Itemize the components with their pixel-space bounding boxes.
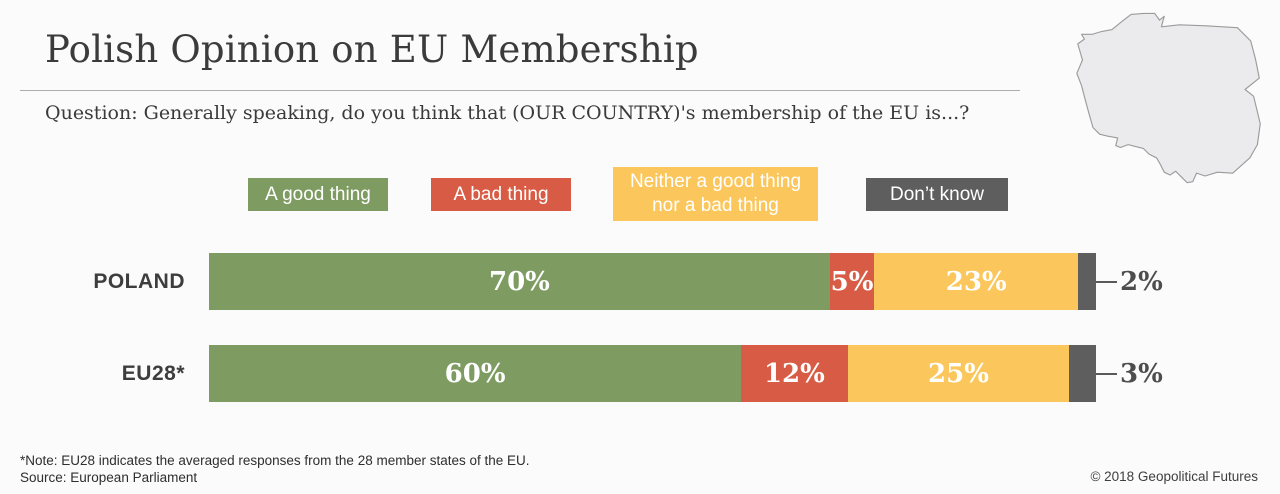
stacked-bar: 70% 5% 23% xyxy=(209,253,1096,310)
legend-item-good-thing: A good thing xyxy=(248,178,388,211)
outside-value-label: 2% xyxy=(1120,266,1163,297)
legend-item-dont-know: Don’t know xyxy=(866,178,1008,211)
bar-value-label: 25% xyxy=(928,358,989,389)
stacked-bar: 60% 12% 25% xyxy=(209,345,1096,402)
bar-value-label: 5% xyxy=(830,266,874,297)
page-title: Polish Opinion on EU Membership xyxy=(45,28,699,71)
bar-segment-don-t-know xyxy=(1069,345,1096,402)
copyright-text: © 2018 Geopolitical Futures xyxy=(1090,469,1258,484)
footnote: *Note: EU28 indicates the averaged respo… xyxy=(20,453,530,468)
bar-segment-a-bad-thing: 12% xyxy=(741,345,848,402)
bar-value-label: 12% xyxy=(763,358,825,389)
source-text: Source: European Parliament xyxy=(20,470,198,485)
poland-map-shape xyxy=(1076,12,1261,184)
legend-item-neither: Neither a good thing nor a bad thing xyxy=(613,167,818,221)
title-divider xyxy=(20,90,1020,91)
outside-value-label: 3% xyxy=(1120,358,1163,389)
bar-value-label: 70% xyxy=(489,266,550,297)
bar-segment-a-bad-thing: 5% xyxy=(829,253,875,310)
bar-segment-neither-a-good-thing-nor-a-bad-thing: 25% xyxy=(847,345,1070,402)
bar-segment-a-good-thing: 70% xyxy=(209,253,830,310)
row-label: POLAND xyxy=(93,269,185,293)
legend-label: A good thing xyxy=(265,183,371,205)
bar-segment-neither-a-good-thing-nor-a-bad-thing: 23% xyxy=(874,253,1079,310)
legend-label: A bad thing xyxy=(453,183,549,205)
legend-label: Neither a good thing nor a bad thing xyxy=(629,171,802,216)
bar-segment-don-t-know xyxy=(1078,253,1096,310)
bar-value-label: 23% xyxy=(945,266,1007,297)
legend-item-bad-thing: A bad thing xyxy=(431,178,571,211)
row-label: EU28* xyxy=(121,361,185,385)
bar-row-eu28: EU28* 60% 12% 25% 3% xyxy=(0,345,1280,402)
poland-map-icon xyxy=(1076,12,1261,184)
bar-row-poland: POLAND 70% 5% 23% 2% xyxy=(0,253,1280,310)
connector-line xyxy=(1096,372,1117,375)
legend-label: Don’t know xyxy=(890,183,984,205)
bar-value-label: 60% xyxy=(444,358,506,389)
connector-line xyxy=(1096,280,1117,283)
bar-segment-a-good-thing: 60% xyxy=(209,345,742,402)
question-text: Question: Generally speaking, do you thi… xyxy=(45,102,970,124)
